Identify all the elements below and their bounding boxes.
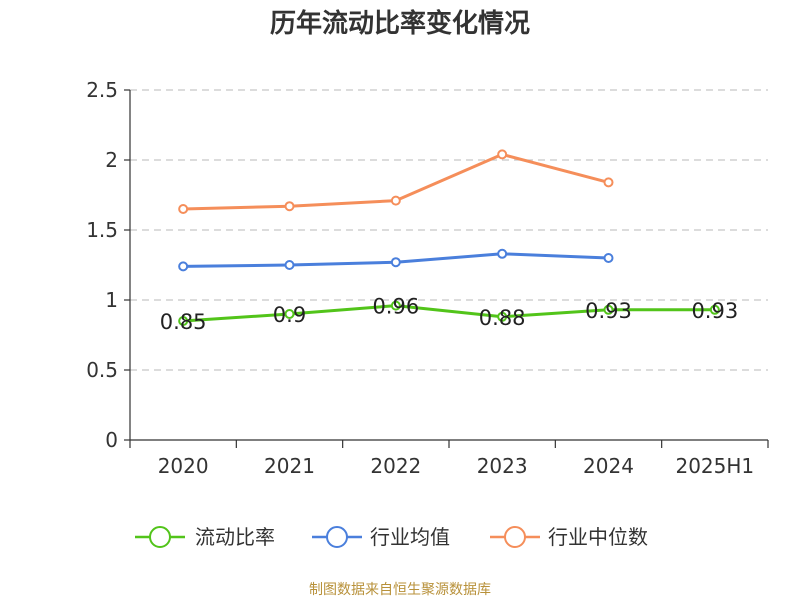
data-point xyxy=(284,201,295,212)
legend[interactable]: 流动比率 行业均值 行业中位数 xyxy=(135,525,648,549)
x-tick-label: 2024 xyxy=(583,454,634,478)
data-label: 0.9 xyxy=(273,303,306,327)
y-tick-label: 2 xyxy=(105,148,118,172)
x-tick-label: 2021 xyxy=(264,454,315,478)
y-tick-label: 1.5 xyxy=(86,218,118,242)
data-point xyxy=(497,149,508,160)
y-tick-label: 0.5 xyxy=(86,358,118,382)
x-tick-label: 2022 xyxy=(370,454,421,478)
y-tick-label: 0 xyxy=(105,428,118,452)
x-tick-label: 2025H1 xyxy=(675,454,754,478)
data-point xyxy=(603,304,614,315)
data-point xyxy=(497,248,508,259)
legend-label: 流动比率 xyxy=(195,525,275,549)
data-point xyxy=(178,204,189,214)
data-labels: 0.85 0.9 0.96 0.88 0.93 0.93 xyxy=(160,295,738,334)
source-note: 制图数据来自恒生聚源数据库 xyxy=(309,582,491,598)
data-point xyxy=(284,309,295,319)
y-tick-label: 1 xyxy=(105,288,118,312)
data-point xyxy=(603,253,614,263)
data-label: 0.93 xyxy=(691,299,738,323)
legend-label: 行业中位数 xyxy=(548,525,648,549)
series-line xyxy=(181,304,717,323)
data-point xyxy=(390,257,401,268)
legend-item[interactable]: 行业均值 xyxy=(312,525,450,549)
data-point xyxy=(390,300,401,311)
data-point xyxy=(178,261,189,272)
data-label: 0.85 xyxy=(160,310,207,334)
legend-label: 行业均值 xyxy=(370,525,450,549)
data-label: 0.96 xyxy=(372,295,419,319)
x-tick-label: 2020 xyxy=(158,454,209,478)
data-point xyxy=(390,195,401,206)
legend-item[interactable]: 流动比率 xyxy=(135,525,275,549)
axes: 0 0.5 1 1.5 2 2.5 2020 2021 2022 2023 2024 2025H1 xyxy=(86,78,769,478)
legend-swatch-marker xyxy=(149,526,171,548)
y-tick-label: 2.5 xyxy=(86,78,118,102)
legend-item[interactable]: 行业中位数 xyxy=(490,525,648,549)
data-point xyxy=(603,177,614,188)
data-point xyxy=(178,316,189,326)
data-label: 0.88 xyxy=(479,306,526,330)
series-layer xyxy=(178,149,720,326)
data-point xyxy=(497,311,508,322)
gridlines xyxy=(130,89,768,371)
legend-swatch-marker xyxy=(326,526,348,548)
legend-swatch-marker xyxy=(504,526,526,548)
x-tick-label: 2023 xyxy=(477,454,528,478)
data-point xyxy=(284,260,295,270)
data-point xyxy=(709,304,720,315)
chart-title: 历年流动比率变化情况 xyxy=(270,8,530,39)
data-label: 0.93 xyxy=(585,299,632,323)
